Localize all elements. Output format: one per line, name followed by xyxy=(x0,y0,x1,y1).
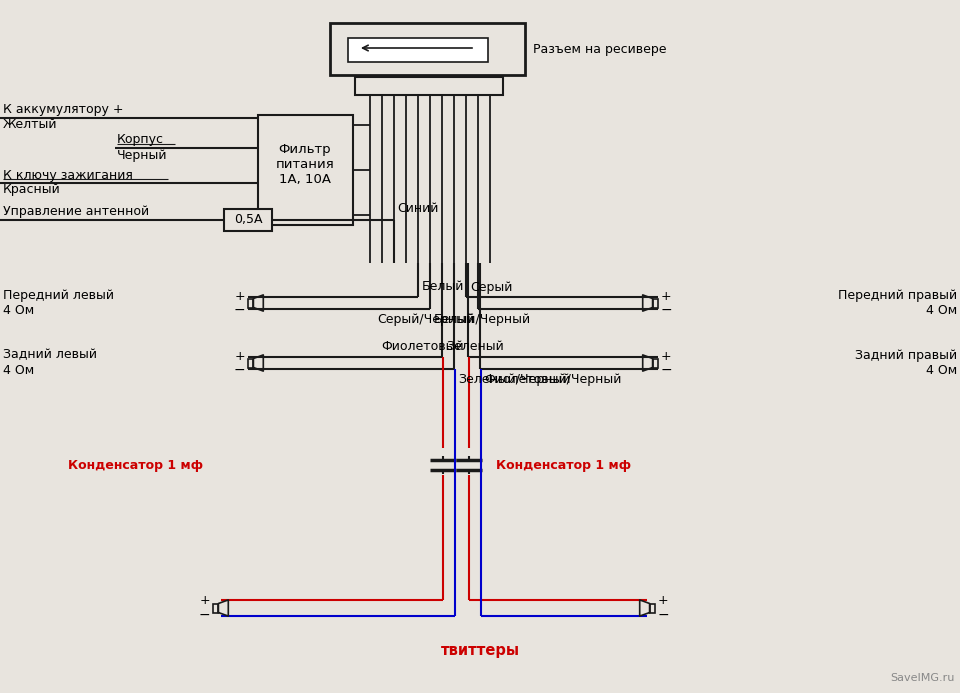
Text: +: + xyxy=(200,595,210,608)
Text: твиттеры: твиттеры xyxy=(441,644,519,658)
Bar xyxy=(258,115,353,225)
Text: Серый/Черный: Серый/Черный xyxy=(377,313,474,326)
Text: −: − xyxy=(199,608,210,622)
Text: SaveIMG.ru: SaveIMG.ru xyxy=(891,673,955,683)
Text: +: + xyxy=(658,595,668,608)
Text: Белый: Белый xyxy=(422,281,465,294)
Polygon shape xyxy=(253,295,263,311)
Text: Фиолетовый: Фиолетовый xyxy=(381,340,464,353)
Text: Черный: Черный xyxy=(117,148,167,161)
Text: −: − xyxy=(233,303,245,317)
Text: −: − xyxy=(661,303,673,317)
Text: −: − xyxy=(233,363,245,377)
Text: К ключу зажигания: К ключу зажигания xyxy=(3,168,132,182)
Bar xyxy=(213,604,219,613)
Text: Управление антенной: Управление антенной xyxy=(3,206,149,218)
Polygon shape xyxy=(642,295,653,311)
Text: Красный: Красный xyxy=(3,184,60,197)
Polygon shape xyxy=(642,355,653,371)
Text: 4 Ом: 4 Ом xyxy=(925,304,957,317)
Bar xyxy=(355,77,503,95)
Bar xyxy=(653,299,658,308)
Text: Фильтр
питания
1А, 10А: Фильтр питания 1А, 10А xyxy=(276,143,334,186)
Bar xyxy=(248,299,253,308)
Text: Задний левый: Задний левый xyxy=(3,349,97,362)
Text: К аккумулятору +: К аккумулятору + xyxy=(3,103,124,116)
Text: Корпус: Корпус xyxy=(117,134,164,146)
Bar xyxy=(650,604,655,613)
Polygon shape xyxy=(253,355,263,371)
Text: −: − xyxy=(661,363,673,377)
Bar xyxy=(224,209,272,231)
Text: −: − xyxy=(658,608,670,622)
Bar xyxy=(653,358,658,367)
Text: Передний правый: Передний правый xyxy=(838,288,957,301)
Text: Серый: Серый xyxy=(470,281,513,294)
Text: Синий: Синий xyxy=(397,202,439,215)
Text: 4 Ом: 4 Ом xyxy=(3,364,35,376)
Bar xyxy=(348,38,488,62)
Text: Задний правый: Задний правый xyxy=(854,349,957,362)
Text: Фиолетовый/Черный: Фиолетовый/Черный xyxy=(484,373,621,385)
Text: Зеленый: Зеленый xyxy=(446,340,504,353)
Bar xyxy=(248,358,253,367)
Text: +: + xyxy=(661,290,672,303)
Text: +: + xyxy=(234,290,245,303)
Text: Конденсатор 1 мф: Конденсатор 1 мф xyxy=(496,459,631,471)
Text: Белый/Черный: Белый/Черный xyxy=(434,313,531,326)
Text: +: + xyxy=(661,349,672,362)
Bar xyxy=(330,23,525,75)
Text: 4 Ом: 4 Ом xyxy=(925,364,957,376)
Text: Желтый: Желтый xyxy=(3,119,58,132)
Polygon shape xyxy=(639,600,650,616)
Text: +: + xyxy=(234,349,245,362)
Polygon shape xyxy=(219,600,228,616)
Text: Зеленый/Черный: Зеленый/Черный xyxy=(458,373,570,385)
Text: Конденсатор 1 мф: Конденсатор 1 мф xyxy=(68,459,204,471)
Text: Передний левый: Передний левый xyxy=(3,288,114,301)
Text: 0,5А: 0,5А xyxy=(233,213,262,227)
Text: Разъем на ресивере: Разъем на ресивере xyxy=(533,42,666,55)
Text: 4 Ом: 4 Ом xyxy=(3,304,35,317)
